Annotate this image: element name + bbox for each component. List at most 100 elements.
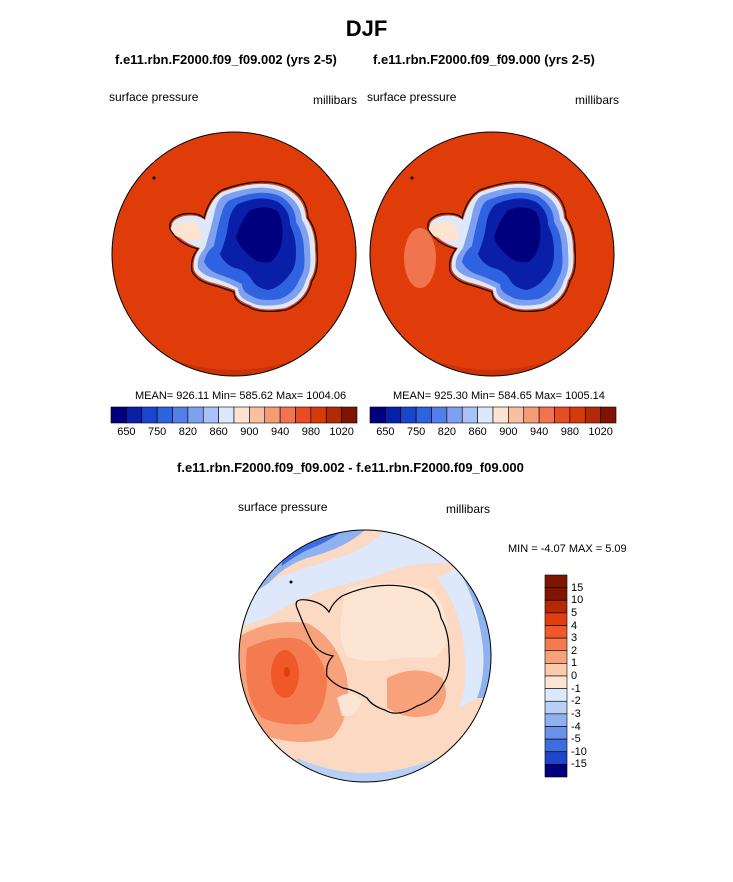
left-colorbar-swatch-0	[110, 406, 127, 424]
diff-positive-center	[284, 667, 290, 677]
diff-colorbar-tick-label: -10	[571, 745, 587, 758]
page-title: DJF	[345, 16, 388, 41]
diff-colorbar-swatch-6	[544, 650, 568, 664]
diff-positive-pale	[340, 583, 448, 661]
diff-colorbar-swatch-0	[544, 574, 568, 588]
right-colorbar	[369, 406, 617, 424]
left-colorbar-swatch-13	[310, 406, 327, 424]
diff-units-label: millibars	[446, 502, 491, 516]
right-colorbar-tick-label: 980	[560, 426, 580, 438]
diff-colorbar-swatch-3	[544, 612, 568, 626]
right-map	[369, 131, 615, 377]
left-colorbar	[110, 406, 358, 424]
right-colorbar-tick-label: 750	[406, 426, 426, 438]
left-colorbar-swatch-10	[264, 406, 281, 424]
diff-colorbar-tick-label: -1	[571, 682, 581, 695]
diff-colorbar-tick-label: 2	[571, 644, 578, 657]
diff-colorbar-tick-label: -4	[571, 720, 581, 733]
right-colorbar-swatch-5	[446, 406, 463, 424]
right-colorbar-tick-label: 1020	[588, 426, 613, 438]
right-colorbar-swatch-14	[584, 406, 601, 424]
right-colorbar-swatch-10	[523, 406, 540, 424]
left-panel-title: f.e11.rbn.F2000.f09_f09.002 (yrs 2-5)	[115, 52, 337, 67]
right-colorbar-swatch-9	[508, 406, 525, 424]
diff-colorbar-swatch-2	[544, 599, 568, 614]
left-colorbar-swatch-14	[325, 406, 342, 424]
right-colorbar-tick-label: 940	[529, 426, 549, 438]
diff-negative-small	[337, 693, 362, 717]
diff-colorbar-tick-label: 5	[571, 606, 578, 619]
left-map	[111, 131, 357, 377]
right-continent-band-5	[494, 207, 541, 263]
right-coastline	[427, 181, 577, 313]
left-colorbar-swatch-8	[233, 406, 250, 424]
diff-positive-east	[387, 670, 446, 717]
diff-colorbar-tick-label: 1	[571, 657, 578, 670]
left-colorbar-swatch-1	[126, 406, 143, 424]
left-colorbar-tick-label: 1020	[329, 426, 354, 438]
diff-variable-label: surface pressure	[238, 500, 328, 514]
diff-colorbar-swatch-9	[544, 688, 568, 702]
right-colorbar-swatch-4	[431, 406, 448, 424]
diff-colorbar-swatch-5	[544, 637, 568, 652]
left-colorbar-swatch-4	[172, 406, 189, 424]
left-colorbar-tick-label: 820	[178, 426, 198, 438]
left-units-label: millibars	[313, 93, 358, 107]
left-colorbar-tick-label: 980	[301, 426, 321, 438]
left-colorbar-swatch-6	[202, 406, 219, 424]
diff-map	[238, 529, 492, 783]
left-colorbar-swatch-11	[279, 406, 296, 424]
diff-colorbar-tick-label: 4	[571, 619, 578, 632]
right-colorbar-swatch-0	[369, 406, 386, 424]
left-colorbar-swatch-9	[249, 406, 266, 424]
left-stats: MEAN= 926.11 Min= 585.62 Max= 1004.06	[135, 390, 347, 402]
right-colorbar-swatch-3	[415, 406, 432, 424]
diff-negative-band-east-light	[437, 568, 484, 708]
diff-colorbar-tick-label: -3	[571, 707, 581, 720]
diff-colorbar-tick-label: 3	[571, 632, 578, 645]
left-colorbar-swatch-2	[141, 406, 158, 424]
left-colorbar-labels: 650 750 820 860 900 940 980 1020	[111, 426, 357, 440]
diff-colorbar-tick-label: 15	[571, 581, 584, 594]
right-high-pressure-blob	[404, 228, 436, 288]
right-peninsula	[428, 221, 459, 241]
diff-colorbar-swatch-13	[544, 738, 568, 753]
diff-colorbar-swatch-7	[544, 663, 568, 677]
right-colorbar-swatch-15	[600, 406, 617, 424]
diff-colorbar-swatch-11	[544, 713, 568, 727]
right-colorbar-swatch-12	[554, 406, 571, 424]
left-continent-band-5	[236, 207, 283, 263]
diff-negative-band-light	[239, 530, 491, 628]
left-colorbar-swatch-7	[218, 406, 235, 424]
right-colorbar-swatch-1	[385, 406, 402, 424]
diff-colorbar-tick-label: -15	[571, 758, 587, 771]
right-colorbar-labels: 650 750 820 860 900 940 980 1020	[370, 426, 616, 440]
diff-colorbar-swatch-1	[544, 587, 568, 601]
right-colorbar-swatch-11	[538, 406, 555, 424]
left-peninsula	[170, 221, 201, 241]
diff-colorbar-tick-label: -2	[571, 695, 581, 708]
right-colorbar-tick-label: 820	[437, 426, 457, 438]
left-colorbar-swatch-3	[156, 406, 173, 424]
diff-colorbar	[544, 574, 568, 778]
left-colorbar-tick-label: 750	[147, 426, 167, 438]
right-colorbar-tick-label: 900	[499, 426, 518, 438]
right-variable-label: surface pressure	[367, 90, 457, 104]
diff-coastline	[295, 584, 450, 714]
diff-colorbar-swatch-14	[544, 751, 568, 765]
left-coastline	[169, 181, 319, 313]
right-colorbar-swatch-7	[477, 406, 494, 424]
diff-colorbar-swatch-4	[544, 625, 568, 639]
diff-title: f.e11.rbn.F2000.f09_f09.002 - f.e11.rbn.…	[177, 460, 524, 475]
left-colorbar-tick-label: 860	[209, 426, 228, 438]
diff-colorbar-tick-label: 0	[571, 670, 578, 682]
right-stats: MEAN= 925.30 Min= 584.65 Max= 1005.14	[393, 390, 605, 402]
left-colorbar-swatch-15	[341, 406, 358, 424]
diff-colorbar-tick-label: -5	[571, 733, 581, 746]
left-colorbar-swatch-12	[295, 406, 312, 424]
left-colorbar-tick-label: 940	[270, 426, 290, 438]
diff-colorbar-tick-label: 10	[571, 594, 584, 607]
diff-colorbar-swatch-8	[544, 675, 568, 689]
left-colorbar-tick-label: 900	[240, 426, 259, 438]
left-colorbar-tick-label: 650	[117, 426, 136, 438]
